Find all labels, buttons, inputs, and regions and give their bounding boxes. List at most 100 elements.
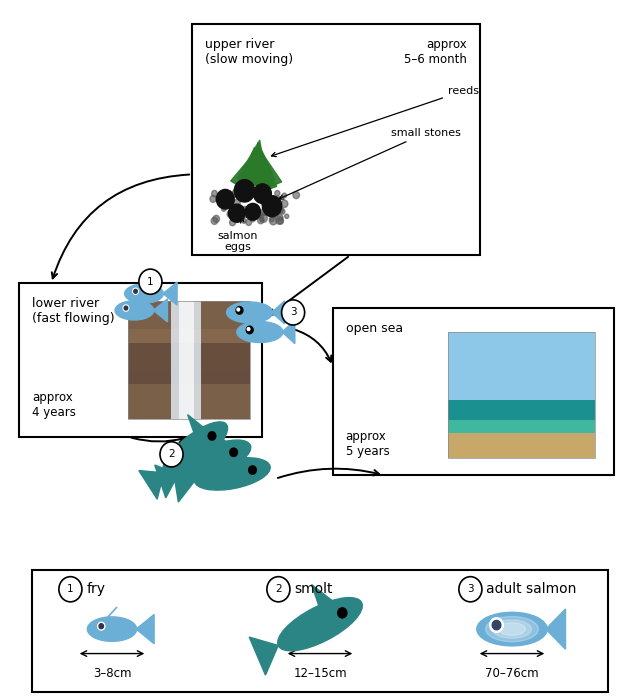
- Circle shape: [282, 193, 287, 198]
- Circle shape: [243, 211, 249, 217]
- Circle shape: [277, 215, 283, 221]
- Ellipse shape: [195, 458, 270, 490]
- Circle shape: [260, 210, 266, 216]
- Ellipse shape: [178, 440, 251, 480]
- Circle shape: [285, 214, 289, 219]
- Circle shape: [258, 196, 264, 203]
- Circle shape: [253, 184, 271, 203]
- Circle shape: [282, 300, 305, 325]
- Circle shape: [124, 306, 128, 310]
- Text: 70–76cm: 70–76cm: [485, 667, 539, 679]
- Circle shape: [248, 214, 253, 220]
- Circle shape: [278, 218, 284, 224]
- FancyBboxPatch shape: [128, 343, 250, 384]
- Circle shape: [267, 577, 290, 602]
- Circle shape: [245, 203, 260, 220]
- Circle shape: [276, 206, 284, 214]
- Circle shape: [234, 180, 255, 202]
- Polygon shape: [256, 142, 275, 184]
- Circle shape: [293, 192, 300, 199]
- Polygon shape: [249, 637, 278, 675]
- Ellipse shape: [87, 617, 137, 642]
- Polygon shape: [546, 609, 566, 649]
- Ellipse shape: [477, 612, 547, 646]
- Circle shape: [99, 624, 104, 628]
- Ellipse shape: [486, 617, 538, 642]
- Circle shape: [260, 215, 268, 222]
- Ellipse shape: [278, 598, 362, 651]
- Circle shape: [280, 209, 285, 214]
- Polygon shape: [163, 282, 177, 305]
- FancyBboxPatch shape: [170, 301, 201, 419]
- Circle shape: [338, 608, 347, 618]
- Text: lower river
(fast flowing): lower river (fast flowing): [32, 297, 115, 325]
- Polygon shape: [136, 614, 154, 644]
- FancyBboxPatch shape: [128, 301, 250, 419]
- Polygon shape: [272, 301, 285, 324]
- Circle shape: [218, 192, 223, 199]
- Polygon shape: [155, 465, 179, 498]
- Circle shape: [281, 200, 288, 208]
- Text: approx
5 years: approx 5 years: [346, 430, 389, 458]
- Circle shape: [98, 622, 105, 630]
- Circle shape: [261, 201, 266, 206]
- Circle shape: [275, 190, 280, 196]
- Text: 3: 3: [290, 308, 296, 317]
- Polygon shape: [282, 320, 295, 343]
- Ellipse shape: [125, 284, 163, 303]
- Polygon shape: [154, 299, 168, 322]
- Text: reeds: reeds: [271, 86, 479, 157]
- Text: open sea: open sea: [346, 322, 403, 335]
- Ellipse shape: [493, 620, 531, 638]
- Circle shape: [249, 466, 257, 474]
- FancyBboxPatch shape: [128, 329, 250, 370]
- Circle shape: [242, 219, 246, 223]
- Polygon shape: [262, 162, 276, 191]
- Circle shape: [248, 208, 255, 216]
- Text: 3–8cm: 3–8cm: [93, 667, 131, 679]
- Circle shape: [273, 207, 277, 212]
- Circle shape: [271, 196, 276, 202]
- FancyBboxPatch shape: [19, 283, 262, 437]
- Circle shape: [213, 215, 220, 222]
- Text: 2: 2: [168, 449, 175, 459]
- Ellipse shape: [163, 422, 228, 475]
- Text: 1: 1: [147, 277, 154, 287]
- Polygon shape: [173, 468, 195, 502]
- Circle shape: [262, 196, 282, 217]
- Circle shape: [490, 618, 503, 633]
- Circle shape: [246, 326, 253, 333]
- Text: approx
5–6 month: approx 5–6 month: [404, 38, 467, 66]
- Circle shape: [272, 207, 278, 213]
- Circle shape: [276, 216, 283, 224]
- Circle shape: [246, 196, 250, 201]
- Circle shape: [228, 204, 245, 222]
- FancyBboxPatch shape: [128, 343, 250, 384]
- Text: salmon
eggs: salmon eggs: [218, 231, 259, 252]
- Polygon shape: [207, 428, 234, 447]
- Circle shape: [251, 212, 256, 218]
- Circle shape: [459, 577, 482, 602]
- Circle shape: [239, 217, 243, 222]
- Circle shape: [252, 191, 258, 198]
- Text: approx
4 years: approx 4 years: [32, 391, 76, 419]
- Circle shape: [269, 217, 277, 225]
- Circle shape: [276, 196, 281, 201]
- Circle shape: [243, 206, 247, 211]
- Text: fry: fry: [86, 582, 106, 596]
- Polygon shape: [231, 154, 253, 189]
- Circle shape: [227, 210, 233, 217]
- Circle shape: [123, 305, 129, 311]
- Circle shape: [208, 432, 216, 440]
- Ellipse shape: [227, 302, 273, 323]
- Text: 2: 2: [275, 584, 282, 594]
- Text: 12–15cm: 12–15cm: [293, 667, 347, 679]
- Circle shape: [212, 190, 218, 196]
- Polygon shape: [255, 147, 270, 180]
- FancyBboxPatch shape: [192, 24, 480, 255]
- Circle shape: [132, 288, 138, 294]
- Polygon shape: [188, 415, 214, 436]
- Circle shape: [268, 206, 274, 212]
- Circle shape: [250, 215, 255, 222]
- FancyBboxPatch shape: [179, 301, 194, 419]
